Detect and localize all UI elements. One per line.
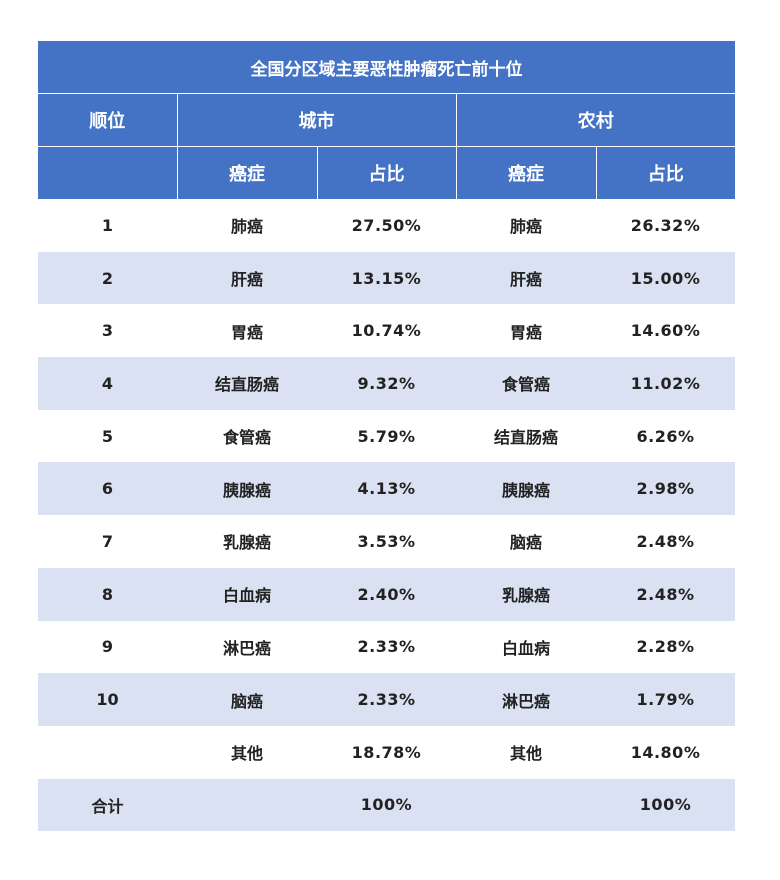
rural-share-cell: 2.48% xyxy=(596,515,736,568)
rank-cell: 1 xyxy=(38,199,177,252)
city-share-cell: 2.33% xyxy=(317,673,456,726)
rural-cancer-cell xyxy=(456,778,596,832)
table-row: 3 胃癌 10.74% 胃癌 14.60% xyxy=(38,304,736,358)
rank-cell: 5 xyxy=(38,409,177,463)
city-share-cell: 3.53% xyxy=(317,515,456,568)
rural-cancer-cell: 其他 xyxy=(456,725,596,779)
table-row: 9 淋巴癌 2.33% 白血病 2.28% xyxy=(38,620,736,674)
table-row: 2 肝癌 13.15% 肝癌 15.00% xyxy=(38,251,736,305)
city-share-cell: 10.74% xyxy=(317,304,456,358)
rural-cancer-cell: 肺癌 xyxy=(456,199,596,252)
city-cancer-cell: 乳腺癌 xyxy=(177,515,317,568)
city-cancer-cell: 淋巴癌 xyxy=(177,620,317,674)
city-share-cell: 100% xyxy=(317,778,456,832)
rank-cell: 10 xyxy=(38,673,177,726)
header-city: 城市 xyxy=(176,93,456,147)
rural-share-cell: 14.60% xyxy=(596,304,736,358)
city-share-cell: 2.33% xyxy=(317,620,456,674)
rural-cancer-cell: 胰腺癌 xyxy=(456,462,596,516)
table-row: 合计 100% 100% xyxy=(38,778,736,832)
city-share-cell: 13.15% xyxy=(317,251,456,305)
rural-cancer-cell: 肝癌 xyxy=(456,251,596,305)
rural-cancer-cell: 脑癌 xyxy=(456,515,596,568)
table-row: 6 胰腺癌 4.13% 胰腺癌 2.98% xyxy=(38,462,736,516)
header-rural-share: 占比 xyxy=(595,146,736,199)
header-rural: 农村 xyxy=(455,93,736,147)
rank-cell: 4 xyxy=(38,357,177,410)
city-cancer-cell: 脑癌 xyxy=(177,673,317,726)
header-city-cancer: 癌症 xyxy=(176,146,317,199)
city-cancer-cell: 结直肠癌 xyxy=(177,357,317,410)
table-row: 4 结直肠癌 9.32% 食管癌 11.02% xyxy=(38,357,736,410)
city-cancer-cell: 其他 xyxy=(177,725,317,779)
rural-share-cell: 15.00% xyxy=(596,251,736,305)
rural-share-cell: 11.02% xyxy=(596,357,736,410)
city-cancer-cell: 胃癌 xyxy=(177,304,317,358)
rural-share-cell: 1.79% xyxy=(596,673,736,726)
table-row: 1 肺癌 27.50% 肺癌 26.32% xyxy=(38,199,736,252)
table-row: 7 乳腺癌 3.53% 脑癌 2.48% xyxy=(38,515,736,568)
rank-cell: 9 xyxy=(38,620,177,674)
rank-cell: 8 xyxy=(38,567,177,621)
city-cancer-cell: 肝癌 xyxy=(177,251,317,305)
rank-cell: 6 xyxy=(38,462,177,516)
city-share-cell: 4.13% xyxy=(317,462,456,516)
rank-cell xyxy=(38,725,177,779)
rank-cell: 合计 xyxy=(38,778,177,832)
table-row: 10 脑癌 2.33% 淋巴癌 1.79% xyxy=(38,673,736,726)
rural-cancer-cell: 乳腺癌 xyxy=(456,567,596,621)
rank-cell: 2 xyxy=(38,251,177,305)
city-cancer-cell: 食管癌 xyxy=(177,409,317,463)
city-share-cell: 18.78% xyxy=(317,725,456,779)
rural-share-cell: 100% xyxy=(596,778,736,832)
city-share-cell: 27.50% xyxy=(317,199,456,252)
city-share-cell: 2.40% xyxy=(317,567,456,621)
rural-cancer-cell: 白血病 xyxy=(456,620,596,674)
rural-cancer-cell: 结直肠癌 xyxy=(456,409,596,463)
header-rank: 顺位 xyxy=(38,93,177,147)
city-cancer-cell xyxy=(177,778,317,832)
table-body: 1 肺癌 27.50% 肺癌 26.32% 2 肝癌 13.15% 肝癌 15.00% 3 胃癌 10.… xyxy=(38,199,736,832)
header-rural-cancer: 癌症 xyxy=(455,146,596,199)
table-row: 8 白血病 2.40% 乳腺癌 2.48% xyxy=(38,567,736,621)
rural-share-cell: 26.32% xyxy=(596,199,736,252)
rural-share-cell: 2.28% xyxy=(596,620,736,674)
city-cancer-cell: 胰腺癌 xyxy=(177,462,317,516)
city-share-cell: 5.79% xyxy=(317,409,456,463)
rural-cancer-cell: 食管癌 xyxy=(456,357,596,410)
header-rank-empty xyxy=(38,146,177,199)
city-cancer-cell: 肺癌 xyxy=(177,199,317,252)
rank-cell: 7 xyxy=(38,515,177,568)
city-cancer-cell: 白血病 xyxy=(177,567,317,621)
table-row: 其他 18.78% 其他 14.80% xyxy=(38,725,736,779)
rural-share-cell: 2.98% xyxy=(596,462,736,516)
table-title: 全国分区域主要恶性肿瘤死亡前十位 xyxy=(38,41,736,94)
header-city-share: 占比 xyxy=(316,146,456,199)
rural-cancer-cell: 胃癌 xyxy=(456,304,596,358)
rural-share-cell: 6.26% xyxy=(596,409,736,463)
rural-share-cell: 14.80% xyxy=(596,725,736,779)
city-share-cell: 9.32% xyxy=(317,357,456,410)
rural-share-cell: 2.48% xyxy=(596,567,736,621)
rural-cancer-cell: 淋巴癌 xyxy=(456,673,596,726)
table-row: 5 食管癌 5.79% 结直肠癌 6.26% xyxy=(38,409,736,463)
rank-cell: 3 xyxy=(38,304,177,358)
